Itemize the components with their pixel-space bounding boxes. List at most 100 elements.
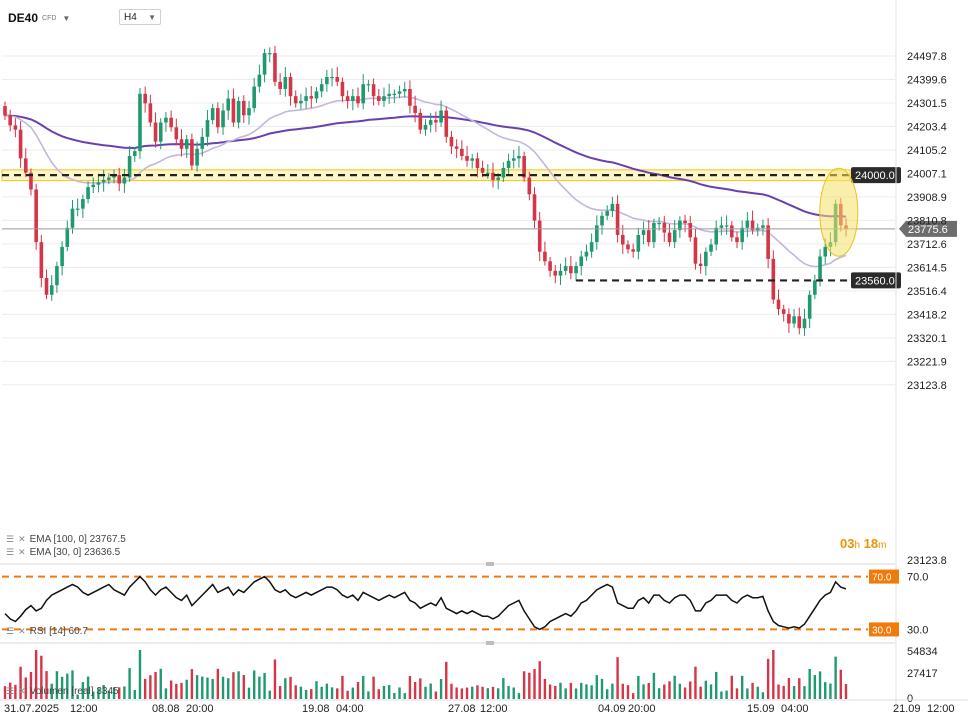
settings-icon[interactable]: ☰: [6, 534, 15, 544]
settings-icon[interactable]: ☰: [6, 686, 15, 696]
candle: [522, 151, 526, 182]
candle-body: [267, 53, 272, 55]
rsi-legend[interactable]: ☰ ✕ RSI [14] 60.7: [6, 626, 88, 637]
volume-bar: [585, 684, 588, 699]
candle: [278, 73, 282, 95]
candle: [569, 256, 573, 280]
volume-bar: [709, 684, 713, 699]
volume-bar: [574, 688, 578, 699]
candle-body: [646, 230, 651, 243]
volume-bar: [694, 666, 697, 699]
candle-body: [652, 222, 656, 243]
volume-bar: [14, 684, 17, 699]
price-tick-label: 23123.8: [907, 555, 947, 567]
volume-bar: [554, 685, 557, 699]
candle: [418, 108, 423, 134]
volume-bar: [772, 650, 775, 699]
candle-body: [813, 280, 817, 295]
candle-body: [23, 158, 28, 173]
volume-bar: [704, 680, 708, 699]
horizontal-levels[interactable]: 24000.0 23560.0 23775.6: [2, 167, 957, 289]
candle: [402, 81, 407, 98]
volume-bar: [486, 688, 489, 699]
candle: [434, 111, 438, 132]
volume-bar: [507, 686, 510, 699]
candle: [158, 118, 163, 150]
chevron-down-icon[interactable]: ▼: [62, 13, 71, 23]
candle-body: [589, 242, 594, 252]
timer-h-unit: h: [854, 540, 861, 551]
volume-bar: [97, 688, 100, 699]
candle-body: [465, 155, 469, 161]
volume-bar: [777, 684, 780, 699]
candle-body: [60, 246, 64, 267]
volume-bar: [408, 675, 412, 699]
volume-axis-label: 0: [907, 693, 913, 705]
candle-body: [823, 246, 828, 257]
settings-icon[interactable]: ☰: [6, 547, 15, 557]
candle-body: [231, 98, 236, 123]
candle: [475, 152, 480, 178]
close-icon[interactable]: ✕: [18, 626, 26, 636]
volume-bar: [824, 682, 827, 699]
candle: [454, 139, 459, 159]
volume-bar: [299, 686, 303, 699]
time-tick-label: 12:00: [480, 703, 508, 715]
candle: [340, 77, 345, 103]
volume-bar: [336, 688, 339, 699]
candle-body: [226, 98, 231, 111]
candle-body: [39, 242, 44, 279]
candle: [351, 88, 355, 111]
volume-bar: [55, 671, 59, 699]
price-tick-label: 24203.4: [907, 121, 947, 133]
timeframe-select[interactable]: H4 ▼: [119, 9, 161, 25]
candle: [781, 304, 786, 322]
candle: [631, 243, 635, 258]
symbol-name[interactable]: DE40: [8, 11, 39, 25]
volume-bar: [206, 677, 209, 699]
volume-bar: [631, 693, 635, 699]
volume-legend[interactable]: ☰ ✕ Volumen [real] 3345: [6, 686, 119, 697]
volume-bar: [221, 676, 225, 699]
volume-bar: [751, 682, 754, 699]
volume-bar: [580, 682, 583, 699]
symbol-header[interactable]: DE40 CFD ▼: [8, 9, 70, 27]
candle-body: [605, 211, 609, 216]
close-icon[interactable]: ✕: [18, 686, 26, 696]
time-tick-label: 20:00: [628, 703, 656, 715]
candle: [392, 89, 397, 104]
volume-bar: [34, 650, 38, 699]
close-icon[interactable]: ✕: [18, 547, 26, 557]
candle: [724, 215, 729, 235]
candle: [288, 72, 293, 106]
candle-body: [112, 175, 116, 178]
volume-bar: [247, 687, 251, 699]
candle: [387, 83, 391, 104]
volume-bar: [792, 686, 796, 699]
candle-body: [278, 81, 282, 89]
candle-body: [402, 88, 407, 92]
candle-body: [169, 117, 173, 128]
candle: [813, 274, 817, 300]
volume-bar: [304, 689, 308, 699]
ema30-legend[interactable]: ☰ ✕ EMA [30, 0] 23636.5: [6, 547, 120, 558]
volume-bar: [652, 672, 656, 699]
candle: [413, 95, 417, 123]
candle-body: [257, 74, 262, 87]
rsi-level-label: 30.0: [872, 625, 892, 636]
candle: [371, 78, 376, 106]
candle-body: [200, 136, 205, 149]
candle-body: [704, 251, 708, 267]
candle-body: [366, 84, 371, 86]
volume-bar: [60, 676, 64, 699]
close-icon[interactable]: ✕: [18, 534, 26, 544]
volume-bar: [315, 681, 318, 699]
settings-icon[interactable]: ☰: [6, 626, 15, 636]
candle: [408, 80, 412, 114]
candle: [605, 205, 609, 221]
candle-body: [413, 105, 417, 113]
volume-bar: [216, 668, 220, 699]
volume-bar: [169, 680, 173, 699]
ema100-legend[interactable]: ☰ ✕ EMA [100, 0] 23767.5: [6, 534, 126, 545]
